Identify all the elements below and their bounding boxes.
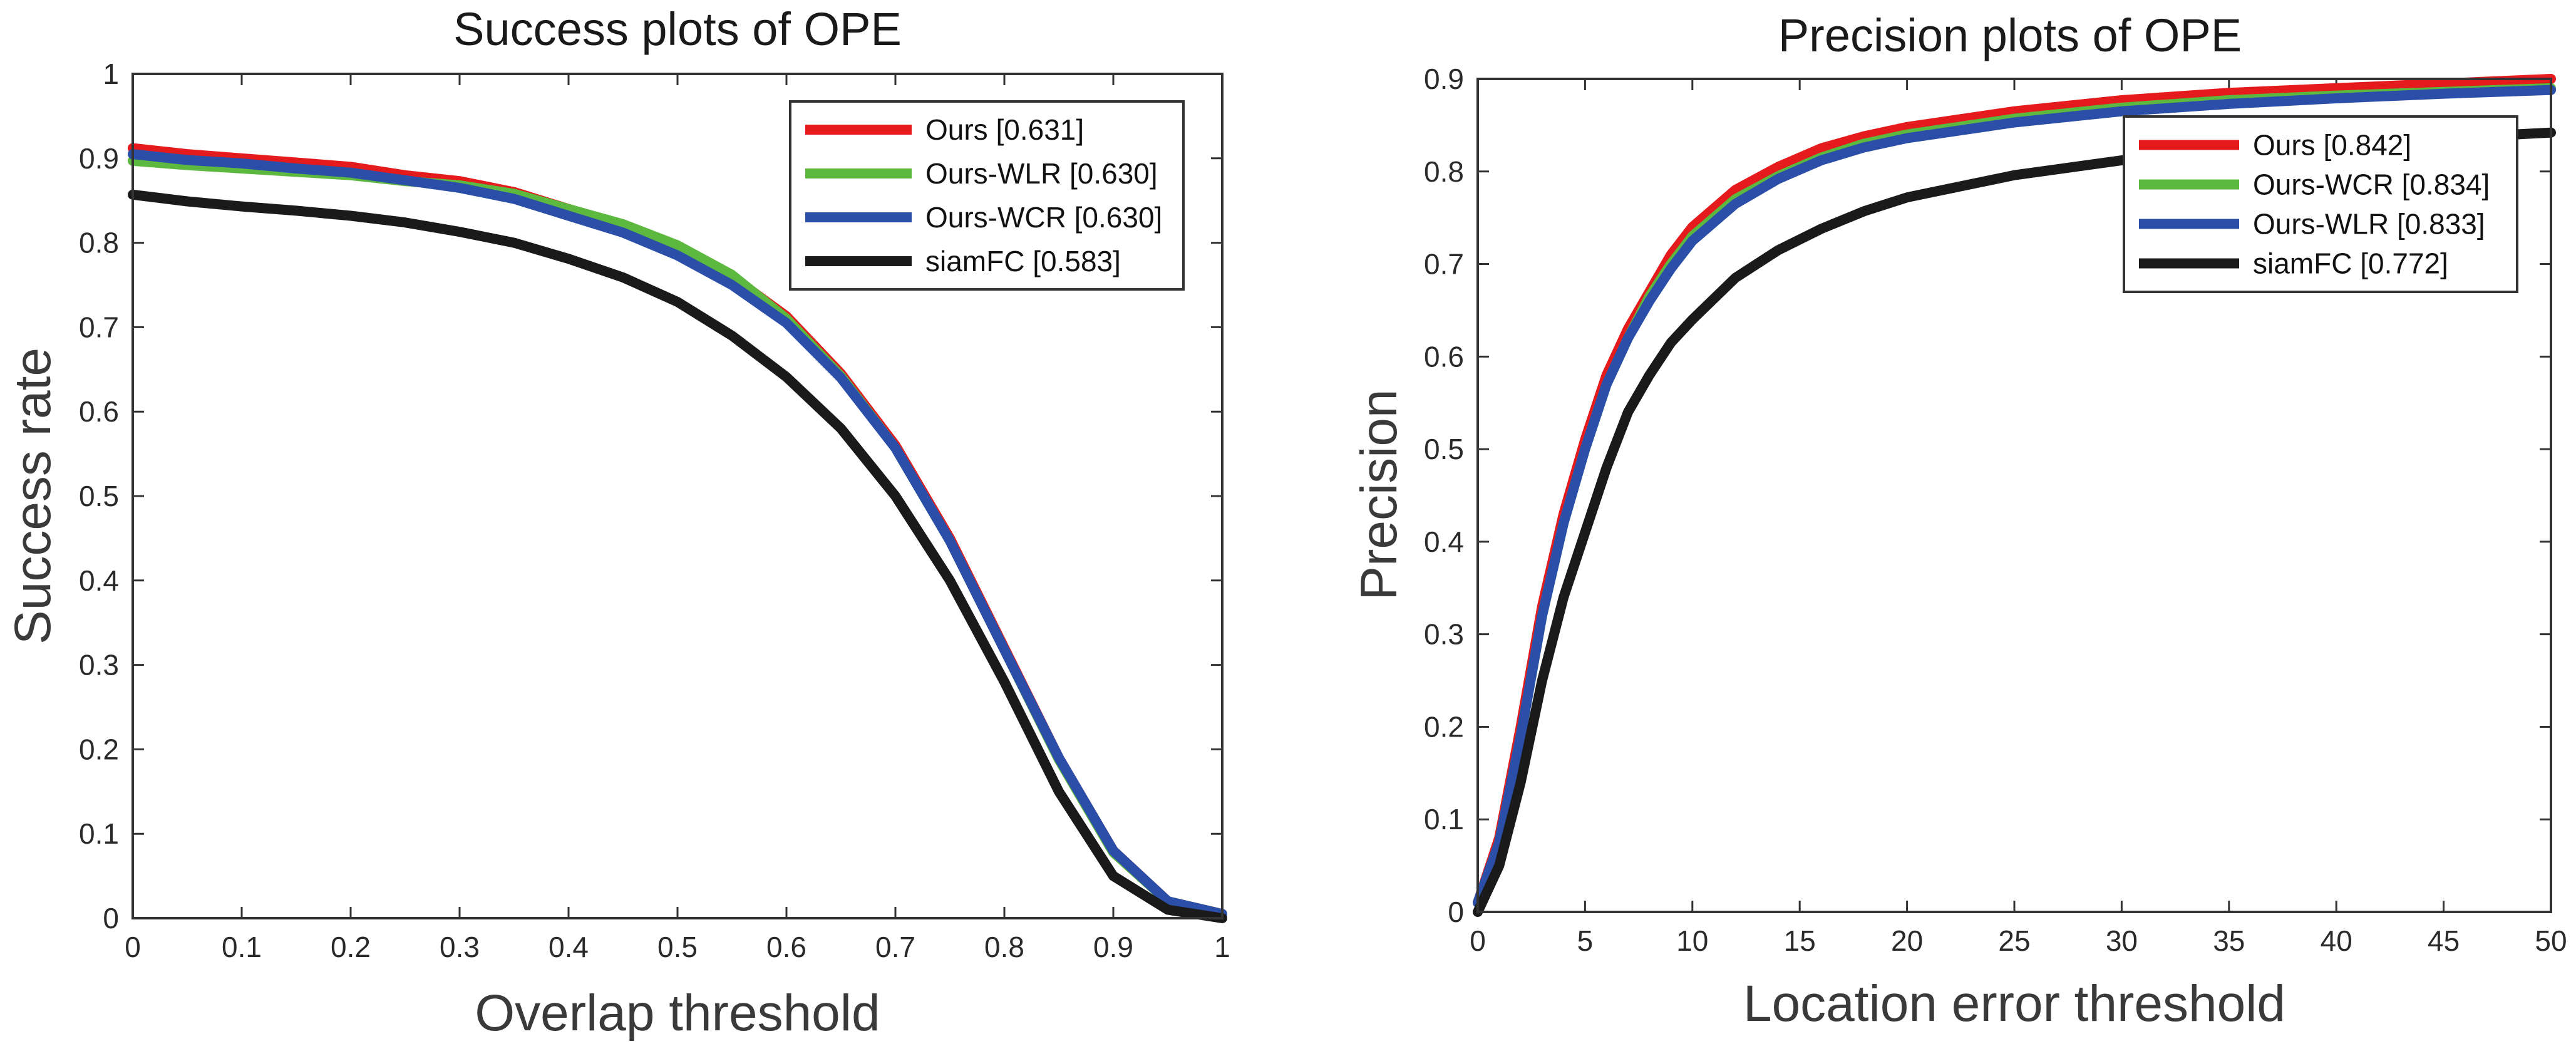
y-tick-label: 1	[103, 58, 119, 90]
series-line-3	[128, 149, 1227, 919]
y-tick-label: 0	[103, 902, 119, 934]
legend-label-4: siamFC [0.772]	[2253, 247, 2448, 280]
success-plot-frame	[131, 73, 1224, 919]
x-tick-label: 35	[2213, 924, 2245, 957]
y-tick-label: 0	[1448, 896, 1464, 928]
x-tick-label: 30	[2106, 924, 2138, 957]
precision-plot-y-label: Precision	[1351, 389, 1408, 600]
y-tick-label: 0.5	[79, 480, 119, 512]
y-tick-label: 0.9	[79, 142, 119, 175]
legend-label-2: Ours-WCR [0.834]	[2253, 168, 2490, 201]
precision-plot-y-ticks: 0 0.1 0.2 0.3 0.4 0.5 0.6 0.7 0.8 0.9	[1424, 63, 2551, 928]
success-plot-title: Success plots of OPE	[453, 3, 902, 55]
y-tick-label: 0.6	[1424, 340, 1464, 373]
x-tick-label: 0.8	[984, 931, 1024, 963]
x-tick-label: 1	[1214, 931, 1230, 963]
y-tick-label: 0.1	[79, 817, 119, 850]
precision-plot-title: Precision plots of OPE	[1778, 9, 2242, 61]
series-line-3	[1473, 85, 2556, 908]
x-tick-label: 0.3	[440, 931, 480, 963]
y-tick-label: 0.3	[79, 649, 119, 681]
x-tick-label: 40	[2321, 924, 2352, 957]
y-tick-label: 0.2	[79, 733, 119, 765]
success-plot-y-label: Success rate	[4, 348, 61, 644]
success-plot: Success plots of OPE 0 0.1 0.2 0.3 0.4 0.5 0.6…	[4, 3, 1230, 1042]
y-tick-label: 0.7	[79, 311, 119, 343]
legend-label-1: Ours [0.631]	[925, 113, 1084, 146]
y-tick-label: 0.8	[79, 227, 119, 259]
success-plot-legend: Ours [0.631] Ours-WLR [0.630] Ours-WCR [0.…	[789, 100, 1185, 291]
series-line-4	[128, 189, 1227, 923]
y-tick-label: 0.6	[79, 395, 119, 428]
x-tick-label: 0.2	[331, 931, 371, 963]
x-tick-label: 20	[1891, 924, 1923, 957]
x-tick-label: 0.7	[875, 931, 915, 963]
precision-plot: Precision plots of OPE 0 5 10 15 20 25 30 35 40 4…	[1351, 9, 2567, 1032]
y-tick-label: 0.8	[1424, 155, 1464, 188]
x-tick-label: 50	[2535, 924, 2567, 957]
y-tick-label: 0.4	[1424, 525, 1464, 558]
y-tick-label: 0.4	[79, 564, 119, 597]
legend-label-3: Ours-WLR [0.833]	[2253, 208, 2485, 241]
success-plot-x-label: Overlap threshold	[475, 985, 880, 1042]
x-tick-label: 10	[1676, 924, 1708, 957]
x-tick-label: 5	[1577, 924, 1594, 957]
y-tick-label: 0.5	[1424, 433, 1464, 465]
x-tick-label: 0.1	[222, 931, 262, 963]
x-tick-label: 45	[2428, 924, 2460, 957]
x-tick-label: 0.5	[657, 931, 698, 963]
success-plot-y-ticks: 0 0.1 0.2 0.3 0.4 0.5 0.6 0.7 0.8 0.9 1	[79, 58, 1222, 934]
y-tick-label: 0.2	[1424, 710, 1464, 743]
x-tick-label: 0	[125, 931, 141, 963]
precision-plot-legend: Ours [0.842] Ours-WCR [0.834] Ours-WLR [0.…	[2123, 115, 2518, 293]
legend-label-2: Ours-WLR [0.630]	[925, 157, 1158, 190]
x-tick-label: 0	[1470, 924, 1486, 957]
legend-label-4: siamFC [0.583]	[925, 245, 1121, 277]
x-tick-label: 25	[1998, 924, 2030, 957]
x-tick-label: 15	[1784, 924, 1816, 957]
precision-plot-x-ticks: 0 5 10 15 20 25 30 35 40 45 50	[1470, 79, 2567, 957]
success-plot-series	[128, 143, 1227, 923]
success-plot-x-ticks: 0 0.1 0.2 0.3 0.4 0.5 0.6 0.7 0.8 0.9 1	[125, 74, 1230, 963]
x-tick-label: 0.9	[1093, 931, 1133, 963]
legend-label-1: Ours [0.842]	[2253, 129, 2411, 162]
y-tick-label: 0.3	[1424, 618, 1464, 651]
x-tick-label: 0.4	[549, 931, 589, 963]
x-tick-label: 0.6	[766, 931, 806, 963]
y-tick-label: 0.7	[1424, 248, 1464, 281]
y-tick-label: 0.9	[1424, 63, 1464, 95]
legend-label-3: Ours-WCR [0.630]	[925, 201, 1162, 234]
precision-plot-frame	[1476, 78, 2552, 913]
precision-plot-x-label: Location error threshold	[1743, 975, 2285, 1032]
y-tick-label: 0.1	[1424, 803, 1464, 836]
